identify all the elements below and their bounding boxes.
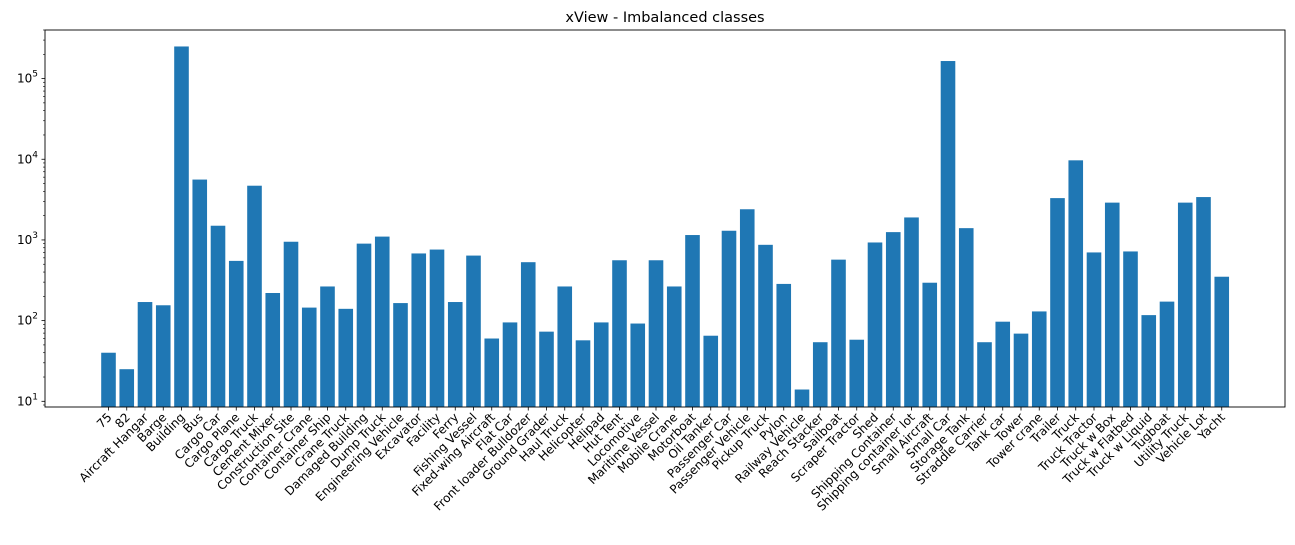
bar-12 — [320, 286, 335, 407]
bar-60 — [1196, 197, 1211, 407]
bar-42 — [867, 242, 883, 407]
bar-56 — [1123, 251, 1138, 407]
bar-28 — [612, 260, 627, 407]
bar-40 — [831, 259, 846, 407]
bar-59 — [1177, 202, 1193, 407]
bar-44 — [904, 217, 919, 407]
bar-4 — [174, 46, 189, 407]
bars-group — [101, 46, 1230, 407]
bar-48 — [977, 342, 992, 407]
bar-31 — [666, 286, 682, 407]
plot-frame — [44, 29, 1286, 408]
y-tick-label-3: 104 — [17, 150, 38, 166]
bar-61 — [1214, 276, 1230, 407]
bar-34 — [721, 230, 737, 407]
bar-46 — [940, 61, 956, 407]
bar-10 — [283, 241, 299, 407]
bar-23 — [520, 262, 536, 407]
bar-9 — [265, 293, 281, 407]
bar-29 — [630, 323, 646, 407]
bar-11 — [301, 307, 317, 407]
bar-43 — [885, 232, 901, 407]
bar-21 — [484, 338, 500, 407]
bar-41 — [849, 339, 865, 407]
y-tick-label-4: 105 — [17, 70, 38, 86]
bar-52 — [1050, 198, 1065, 407]
y-tick-label-1: 102 — [17, 312, 38, 328]
bar-1 — [119, 369, 135, 407]
bar-24 — [539, 331, 554, 407]
bar-50 — [1013, 333, 1029, 407]
y-axis: 101 102 103 104 105 — [17, 29, 45, 408]
bar-13 — [338, 308, 354, 407]
bar-14 — [356, 243, 372, 407]
bar-5 — [192, 179, 208, 407]
bar-17 — [411, 253, 427, 407]
bar-38 — [794, 389, 810, 407]
y-tick-label-2: 103 — [17, 231, 38, 247]
bar-51 — [1031, 311, 1047, 407]
bar-32 — [685, 235, 700, 407]
bar-25 — [557, 286, 573, 407]
bar-0 — [101, 352, 116, 407]
bar-47 — [958, 228, 974, 407]
bar-54 — [1086, 252, 1102, 407]
bar-26 — [575, 340, 591, 407]
chart-title: xView - Imbalanced classes — [565, 10, 764, 26]
bar-20 — [466, 255, 481, 407]
bar-16 — [393, 303, 408, 407]
bar-39 — [812, 342, 828, 407]
bar-27 — [593, 322, 609, 407]
bar-53 — [1068, 160, 1084, 407]
bar-6 — [210, 225, 226, 407]
bar-45 — [922, 282, 938, 407]
bar-58 — [1159, 301, 1175, 407]
bar-2 — [137, 302, 153, 407]
y-tick-label-0: 101 — [17, 392, 38, 408]
bar-18 — [429, 249, 445, 407]
bar-30 — [648, 260, 664, 407]
bar-33 — [703, 335, 719, 407]
bar-7 — [228, 260, 244, 407]
bar-19 — [447, 302, 463, 407]
bar-36 — [758, 244, 773, 407]
bar-15 — [374, 236, 390, 407]
bar-3 — [155, 305, 171, 407]
bar-35 — [739, 209, 755, 407]
bar-8 — [247, 185, 262, 407]
bar-37 — [776, 283, 792, 407]
bar-49 — [995, 321, 1011, 407]
bar-55 — [1104, 202, 1120, 407]
bar-22 — [502, 322, 518, 407]
bar-57 — [1141, 315, 1157, 407]
